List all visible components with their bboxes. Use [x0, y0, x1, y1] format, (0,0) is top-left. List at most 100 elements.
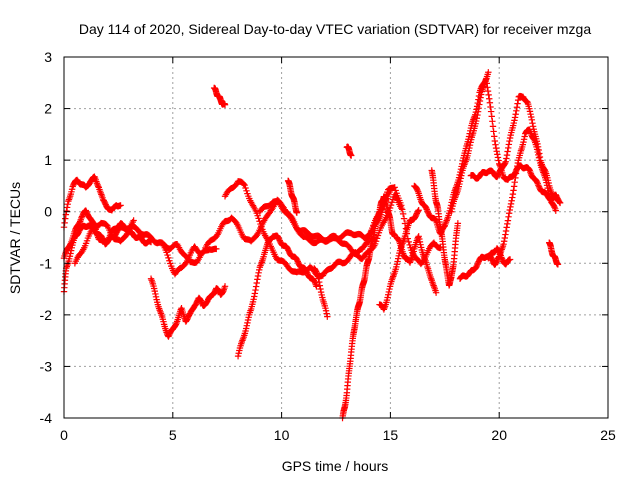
series-arc-12 — [284, 177, 301, 216]
data-point — [457, 175, 464, 182]
data-point — [513, 107, 520, 114]
x-axis-label: GPS time / hours — [282, 458, 389, 474]
plot-frame — [63, 56, 609, 419]
data-point — [253, 279, 260, 287]
data-point — [534, 143, 542, 151]
data-point — [476, 97, 484, 105]
x-tick-label: 25 — [600, 427, 616, 443]
y-tick-label: -1 — [40, 255, 53, 271]
data-point — [387, 187, 394, 194]
data-point — [243, 187, 250, 195]
data-point — [510, 183, 518, 190]
data-point — [63, 204, 71, 211]
data-point — [554, 197, 562, 204]
data-point — [406, 241, 413, 249]
data-point — [241, 181, 248, 189]
x-tick-label: 10 — [274, 427, 290, 443]
data-point — [528, 116, 536, 124]
data-point — [509, 190, 517, 198]
data-point — [385, 291, 392, 298]
data-point — [293, 209, 301, 216]
data-point — [432, 289, 440, 296]
data-point — [399, 210, 407, 218]
data-point — [484, 84, 491, 91]
data-point — [234, 352, 242, 360]
data-point — [511, 114, 519, 121]
data-point — [506, 206, 513, 214]
data-point — [491, 137, 499, 145]
data-point — [504, 220, 511, 228]
data-point — [317, 288, 325, 296]
y-tick-label: 1 — [44, 152, 52, 168]
data-point — [511, 178, 518, 186]
data-point — [552, 207, 559, 214]
data-point — [465, 147, 472, 155]
data-point — [416, 235, 423, 243]
data-points — [60, 69, 564, 422]
data-point — [315, 275, 322, 282]
data-point — [474, 108, 482, 115]
data-point — [554, 261, 562, 268]
data-point — [193, 299, 200, 307]
data-point — [536, 150, 543, 157]
data-point — [63, 263, 70, 270]
data-point — [488, 113, 495, 120]
data-point — [413, 185, 421, 193]
data-point — [501, 234, 508, 242]
series-arc-14 — [339, 193, 398, 422]
series-arc-4 — [71, 217, 137, 267]
data-point — [485, 91, 492, 99]
data-point — [448, 208, 455, 215]
data-point — [505, 141, 513, 148]
data-point — [394, 258, 401, 265]
data-point — [511, 117, 518, 124]
data-point — [151, 287, 158, 295]
series-arc-22 — [467, 92, 562, 204]
data-point — [489, 123, 497, 130]
data-point — [242, 325, 250, 332]
data-point — [240, 180, 247, 188]
data-point — [251, 293, 258, 300]
data-point — [78, 213, 86, 220]
y-axis-label: SDTVAR / TECUs — [7, 182, 23, 294]
data-point — [525, 166, 533, 173]
data-point — [505, 213, 512, 220]
data-point — [427, 275, 435, 282]
data-point — [254, 272, 262, 280]
data-point — [400, 215, 408, 222]
data-point — [504, 148, 511, 155]
x-tick-label: 0 — [60, 427, 68, 443]
data-point — [490, 128, 497, 135]
data-point — [489, 118, 496, 125]
data-point — [529, 123, 537, 130]
data-point — [69, 183, 76, 190]
series-arc-21 — [456, 126, 559, 282]
data-point — [83, 208, 90, 215]
data-point — [487, 103, 494, 111]
data-point — [514, 162, 521, 170]
data-point — [550, 202, 558, 210]
data-point — [255, 269, 262, 277]
data-point — [414, 207, 422, 215]
data-point — [255, 215, 262, 222]
data-point — [484, 87, 492, 95]
data-point — [506, 137, 513, 145]
data-point — [506, 134, 514, 142]
data-point — [65, 196, 73, 203]
data-point — [395, 237, 402, 244]
data-point — [221, 101, 229, 108]
data-point — [67, 241, 74, 248]
data-point — [520, 136, 528, 143]
data-point — [521, 133, 528, 140]
data-point — [385, 288, 393, 296]
data-point — [152, 290, 159, 298]
series-arc-6 — [158, 239, 205, 278]
data-point — [534, 140, 541, 148]
series-arc-19 — [428, 167, 462, 289]
data-point — [391, 184, 398, 191]
data-point — [477, 94, 484, 101]
data-point — [323, 310, 330, 317]
data-point — [316, 282, 324, 289]
data-point — [503, 151, 511, 159]
data-point — [68, 186, 76, 193]
